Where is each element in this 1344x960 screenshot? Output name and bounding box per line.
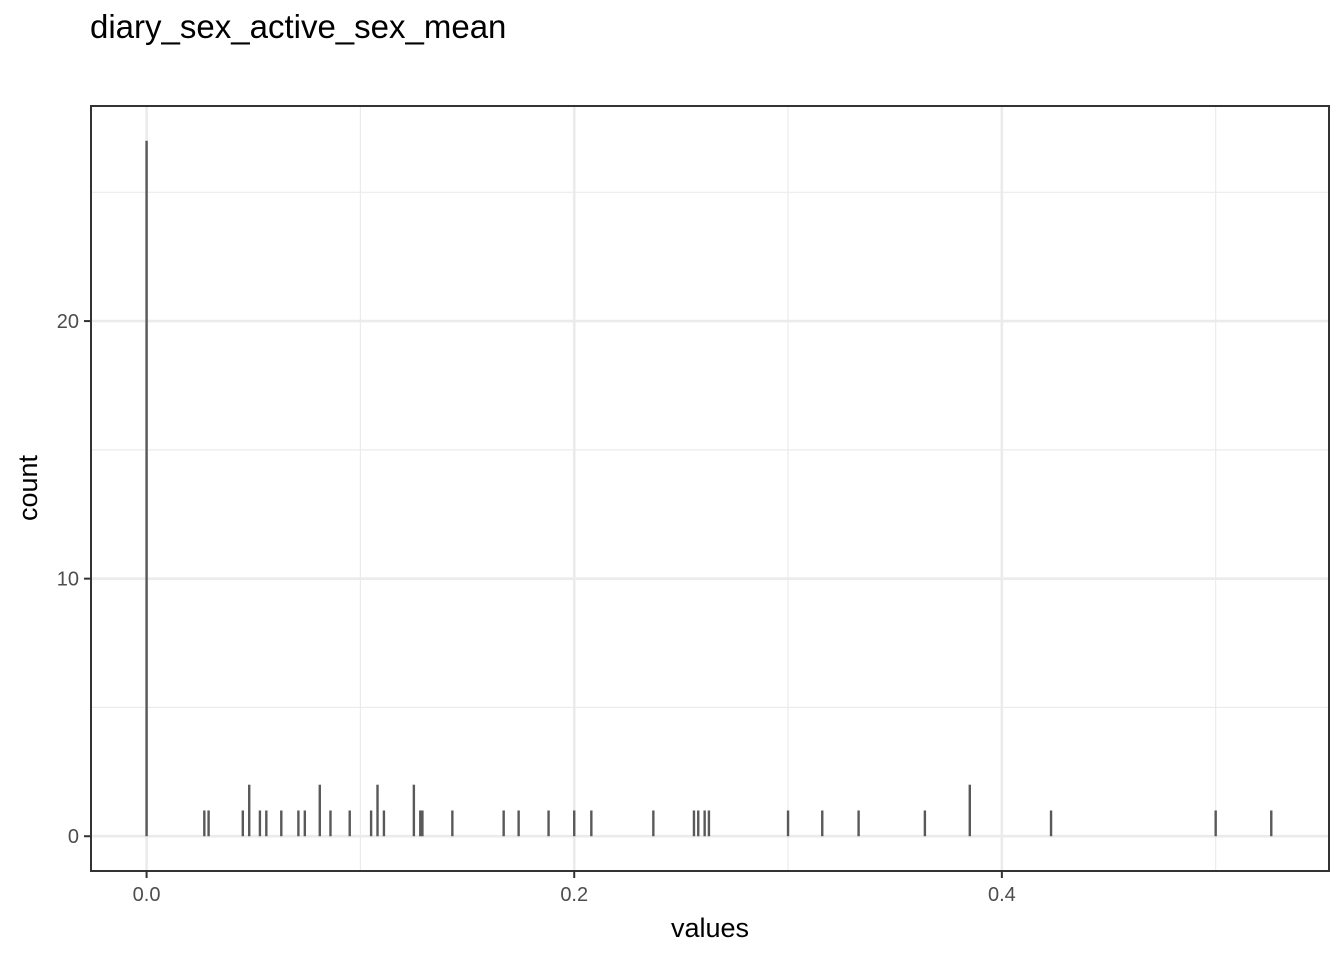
histogram-bar [421,810,424,837]
histogram-bar [280,810,283,837]
histogram-bar [968,784,971,837]
histogram-bar [517,810,520,837]
x-tick-label: 0.0 [133,884,161,906]
histogram-bar [1049,810,1053,837]
y-tick-label: 0 [68,826,79,848]
histogram-bar [502,810,505,837]
x-tick-label: 0.2 [560,884,588,906]
histogram-bar [703,810,706,837]
histogram-bar [329,810,332,837]
histogram-bar [451,810,454,837]
histogram-bar [382,810,386,837]
histogram-bar [248,784,251,837]
histogram-bar [369,810,373,837]
histogram-bar [241,810,245,837]
histogram-bar [786,810,790,837]
x-tick-label: 0.4 [988,884,1016,906]
histogram-bar [207,810,210,837]
y-axis-title: count [13,454,43,521]
histogram-bar [857,810,860,837]
histogram-bar [265,810,268,837]
histogram-bar [590,810,593,837]
histogram-bar [297,810,300,837]
histogram-bar [692,810,696,837]
histogram-bar [923,810,927,837]
histogram-bar [419,810,422,837]
histogram-bar [348,810,351,837]
y-tick-label: 10 [57,569,79,591]
plot-panel [91,106,1329,871]
y-tick-label: 20 [57,311,79,333]
histogram-bar [145,140,148,837]
histogram-bar [376,784,379,837]
chart-title: diary_sex_active_sex_mean [90,8,507,45]
histogram-bar [573,810,576,837]
histogram-bar [303,810,307,837]
histogram-bar [318,784,321,837]
histogram-bar [1270,810,1273,837]
histogram-bar [258,810,262,837]
x-axis-title: values [671,913,749,943]
histogram-bar [547,810,550,837]
bars [145,140,1273,837]
histogram-bar [697,810,700,837]
histogram-bar [203,810,206,837]
histogram-bar [652,810,655,837]
histogram-bar [821,810,824,837]
panel-border [90,105,1330,872]
histogram-bar [412,784,416,837]
histogram-bar [1214,810,1217,837]
histogram-bar [707,810,711,837]
axis-ticks: 0.0 0.2 0.4 0 10 20 [57,311,1016,906]
